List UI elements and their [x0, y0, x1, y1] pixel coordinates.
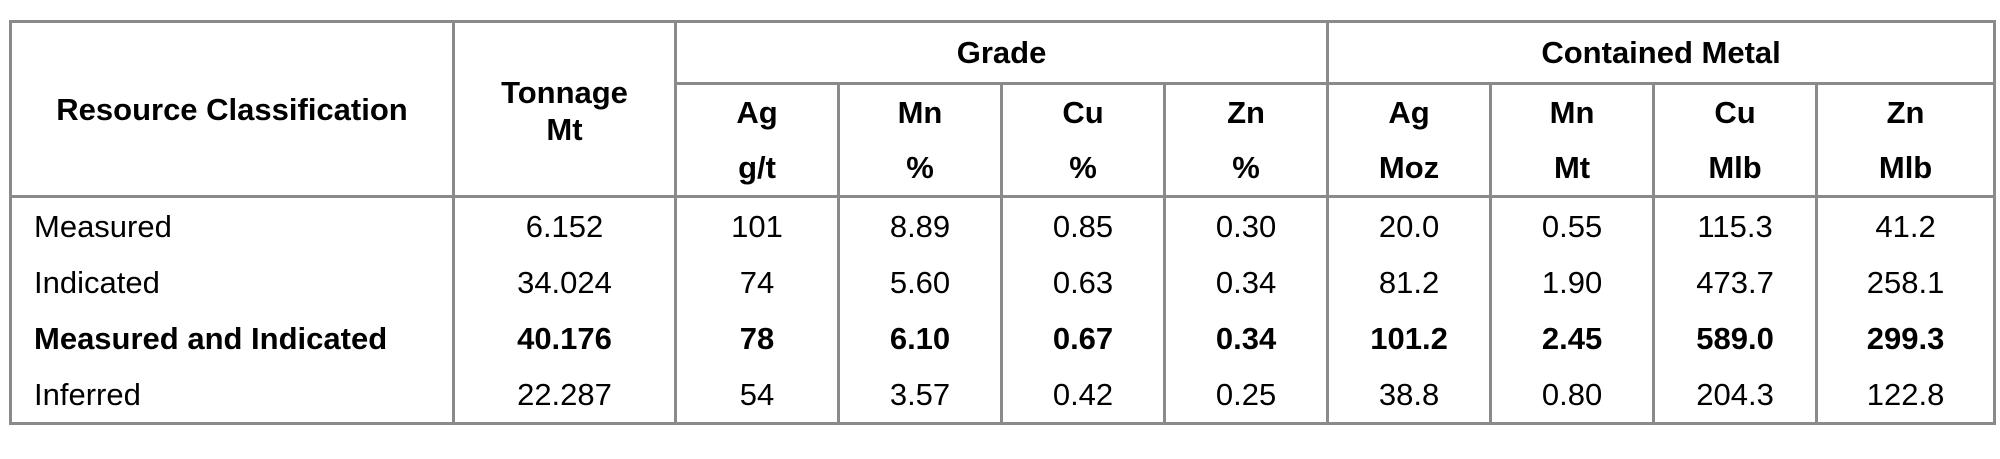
- cell-grade-ag: 74: [674, 254, 840, 310]
- cell-metal-mn: 0.80: [1489, 366, 1656, 425]
- unit-grade-mn: %: [837, 140, 1003, 198]
- cell-metal-mn: 2.45: [1489, 310, 1656, 366]
- cell-metal-mn: 0.55: [1489, 196, 1656, 254]
- table-row: Measured 6.152 101 8.89 0.85 0.30 20.0 0…: [9, 196, 1997, 254]
- resource-table-container: Resource Classification Tonnage Mt Grade…: [9, 20, 1997, 425]
- unit-metal-ag: Moz: [1326, 140, 1493, 198]
- header-grade-cu: Cu: [1000, 83, 1166, 140]
- cell-grade-mn: 3.57: [837, 366, 1003, 425]
- cell-classification: Measured and Indicated: [9, 310, 455, 366]
- cell-grade-zn: 0.34: [1162, 310, 1330, 366]
- header-metal-mn: Mn: [1489, 83, 1656, 140]
- cell-metal-cu: 589.0: [1652, 310, 1819, 366]
- cell-grade-zn: 0.34: [1162, 254, 1330, 310]
- header-group-contained-metal: Contained Metal: [1326, 20, 1997, 85]
- header-tonnage-unit: Mt: [546, 112, 583, 147]
- unit-metal-mn: Mt: [1489, 140, 1656, 198]
- unit-grade-zn: %: [1162, 140, 1330, 198]
- table-row: Inferred 22.287 54 3.57 0.42 0.25 38.8 0…: [9, 366, 1997, 425]
- cell-grade-zn: 0.30: [1162, 196, 1330, 254]
- cell-metal-cu: 204.3: [1652, 366, 1819, 425]
- cell-grade-mn: 5.60: [837, 254, 1003, 310]
- cell-metal-ag: 101.2: [1326, 310, 1493, 366]
- header-grade-ag: Ag: [674, 83, 840, 140]
- unit-grade-cu: %: [1000, 140, 1166, 198]
- header-row-units: g/t % % % Moz Mt Mlb Mlb: [11, 140, 1997, 198]
- header-metal-zn: Zn: [1815, 83, 1997, 140]
- cell-grade-ag: 101: [674, 196, 840, 254]
- cell-grade-cu: 0.63: [1000, 254, 1166, 310]
- cell-grade-zn: 0.25: [1162, 366, 1330, 425]
- cell-tonnage: 22.287: [452, 366, 677, 425]
- cell-metal-ag: 20.0: [1326, 196, 1493, 254]
- table-header: Resource Classification Tonnage Mt Grade…: [9, 20, 1997, 198]
- cell-grade-cu: 0.42: [1000, 366, 1166, 425]
- unit-metal-zn: Mlb: [1815, 140, 1997, 198]
- cell-classification: Inferred: [9, 366, 455, 425]
- table-row: Indicated 34.024 74 5.60 0.63 0.34 81.2 …: [9, 254, 1997, 310]
- table-row-total: Measured and Indicated 40.176 78 6.10 0.…: [9, 310, 1997, 366]
- cell-metal-ag: 81.2: [1326, 254, 1493, 310]
- cell-grade-mn: 6.10: [837, 310, 1003, 366]
- cell-grade-cu: 0.85: [1000, 196, 1166, 254]
- cell-metal-ag: 38.8: [1326, 366, 1493, 425]
- cell-tonnage: 40.176: [452, 310, 677, 366]
- cell-grade-ag: 54: [674, 366, 840, 425]
- cell-metal-zn: 299.3: [1815, 310, 1997, 366]
- cell-classification: Measured: [9, 196, 455, 254]
- header-grade-mn: Mn: [837, 83, 1003, 140]
- cell-grade-cu: 0.67: [1000, 310, 1166, 366]
- header-tonnage: Tonnage Mt: [452, 20, 677, 198]
- header-row-symbols: Ag Mn Cu Zn Ag Mn Cu Zn: [11, 83, 1997, 140]
- cell-metal-zn: 258.1: [1815, 254, 1997, 310]
- cell-grade-ag: 78: [674, 310, 840, 366]
- cell-metal-cu: 115.3: [1652, 196, 1819, 254]
- cell-grade-mn: 8.89: [837, 196, 1003, 254]
- cell-metal-cu: 473.7: [1652, 254, 1819, 310]
- resource-estimate-table: Resource Classification Tonnage Mt Grade…: [9, 20, 1997, 425]
- table-body: Measured 6.152 101 8.89 0.85 0.30 20.0 0…: [9, 196, 1997, 425]
- header-resource-classification: Resource Classification: [9, 20, 455, 198]
- header-metal-ag: Ag: [1326, 83, 1493, 140]
- unit-grade-ag: g/t: [674, 140, 840, 198]
- cell-metal-zn: 41.2: [1815, 196, 1997, 254]
- header-metal-cu: Cu: [1652, 83, 1819, 140]
- cell-tonnage: 34.024: [452, 254, 677, 310]
- cell-metal-zn: 122.8: [1815, 366, 1997, 425]
- header-group-grade: Grade: [673, 20, 1330, 85]
- unit-metal-cu: Mlb: [1652, 140, 1819, 198]
- cell-tonnage: 6.152: [452, 196, 677, 254]
- cell-classification: Indicated: [9, 254, 455, 310]
- header-tonnage-label: Tonnage: [501, 75, 628, 110]
- cell-metal-mn: 1.90: [1489, 254, 1656, 310]
- header-grade-zn: Zn: [1162, 83, 1330, 140]
- header-row-groups: Resource Classification Tonnage Mt Grade…: [9, 20, 1997, 198]
